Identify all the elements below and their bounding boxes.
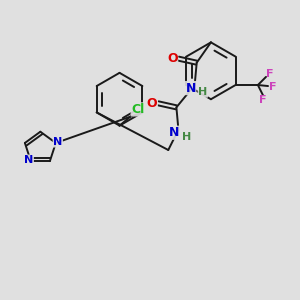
Text: F: F [266,69,274,79]
Text: H: H [198,87,207,97]
Text: N: N [24,155,33,165]
Text: O: O [167,52,178,65]
Text: Cl: Cl [131,103,144,116]
Text: N: N [53,137,62,147]
Text: F: F [259,95,267,105]
Text: N: N [169,126,180,139]
Text: N: N [185,82,196,94]
Text: H: H [182,132,191,142]
Text: F: F [269,82,277,92]
Text: O: O [147,97,157,110]
